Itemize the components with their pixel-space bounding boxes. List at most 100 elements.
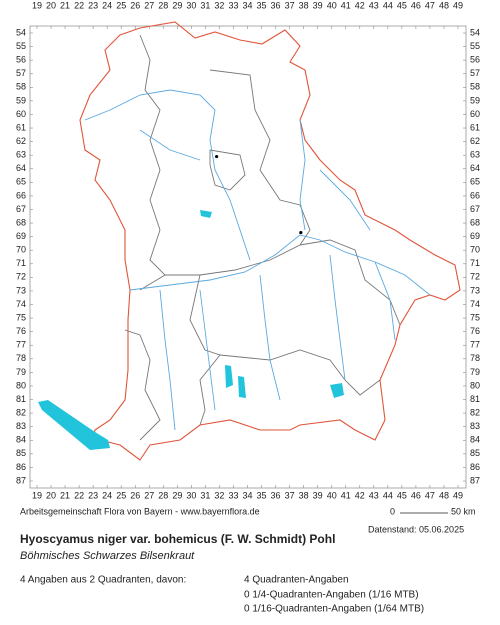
row-label: 70 <box>470 245 480 255</box>
row-label: 60 <box>470 109 480 119</box>
row-label: 64 <box>16 163 26 173</box>
row-label: 59 <box>16 95 26 105</box>
column-label: 34 <box>242 0 252 10</box>
column-label: 22 <box>74 490 84 500</box>
column-label: 31 <box>200 0 210 10</box>
row-label: 85 <box>16 448 26 458</box>
column-label: 43 <box>369 0 379 10</box>
rivers <box>84 89 431 431</box>
count: 0 1/16-Quadranten-Angaben (1/64 MTB) <box>244 604 424 615</box>
column-label: 46 <box>411 490 421 500</box>
row-label: 80 <box>470 380 480 390</box>
column-label: 24 <box>102 0 112 10</box>
row-label: 57 <box>470 68 480 78</box>
column-label: 23 <box>88 490 98 500</box>
row-label: 84 <box>16 435 26 445</box>
map-frame <box>29 25 467 489</box>
row-label: 65 <box>16 177 26 187</box>
occurrence-dot <box>299 230 303 235</box>
row-label: 76 <box>16 326 26 336</box>
district-boundaries <box>124 34 401 441</box>
column-label: 40 <box>327 490 337 500</box>
row-label: 72 <box>470 272 480 282</box>
column-label: 32 <box>214 0 224 10</box>
scale-end: 50 km <box>451 506 476 516</box>
count: 4 Quadranten-Angaben <box>244 575 349 586</box>
row-label: 68 <box>16 217 26 227</box>
column-label: 24 <box>102 490 112 500</box>
count: 0 1/4-Quadranten-Angaben (1/16 MTB) <box>244 590 419 601</box>
row-label: 67 <box>470 204 480 214</box>
column-label: 32 <box>214 490 224 500</box>
lakes <box>38 210 344 450</box>
row-label: 61 <box>470 122 480 132</box>
column-label: 29 <box>172 0 182 10</box>
column-label: 30 <box>186 0 196 10</box>
row-label: 66 <box>16 190 26 200</box>
row-label: 83 <box>16 421 26 431</box>
column-label: 21 <box>60 0 70 10</box>
column-label: 29 <box>172 490 182 500</box>
column-label: 34 <box>242 490 252 500</box>
row-label: 87 <box>16 475 26 485</box>
column-label: 41 <box>341 0 351 10</box>
row-label: 69 <box>470 231 480 241</box>
column-label: 27 <box>144 490 154 500</box>
row-label: 68 <box>470 217 480 227</box>
column-label: 45 <box>397 0 407 10</box>
column-label: 40 <box>327 0 337 10</box>
row-label: 81 <box>470 394 480 404</box>
scale-start: 0 <box>390 506 395 516</box>
subtitle: Böhmisches Schwarzes Bilsenkraut <box>20 550 195 562</box>
row-label: 67 <box>16 204 26 214</box>
column-label: 36 <box>271 0 281 10</box>
row-label: 72 <box>16 272 26 282</box>
column-label: 20 <box>46 490 56 500</box>
column-label: 27 <box>144 0 154 10</box>
column-label: 47 <box>425 0 435 10</box>
date: Datenstand: 05.06.2025 <box>368 524 464 534</box>
column-label: 20 <box>46 0 56 10</box>
row-label: 77 <box>470 340 480 350</box>
column-label: 42 <box>355 490 365 500</box>
column-label: 44 <box>383 0 393 10</box>
column-label: 49 <box>453 490 463 500</box>
row-label: 74 <box>470 299 480 309</box>
row-label: 86 <box>16 462 26 472</box>
row-label: 66 <box>470 190 480 200</box>
row-label: 71 <box>16 258 26 268</box>
column-label: 44 <box>383 490 393 500</box>
row-label: 58 <box>470 82 480 92</box>
column-label: 19 <box>32 0 42 10</box>
column-label: 23 <box>88 0 98 10</box>
row-label: 57 <box>16 68 26 78</box>
row-label: 79 <box>470 367 480 377</box>
column-label: 48 <box>439 490 449 500</box>
column-label: 38 <box>299 0 309 10</box>
row-label: 86 <box>470 462 480 472</box>
column-label: 41 <box>341 490 351 500</box>
column-label: 37 <box>285 0 295 10</box>
row-label: 70 <box>16 245 26 255</box>
column-label: 38 <box>299 490 309 500</box>
state-border <box>79 21 461 461</box>
row-label: 85 <box>470 448 480 458</box>
column-label: 25 <box>116 490 126 500</box>
column-label: 28 <box>158 490 168 500</box>
column-label: 47 <box>425 490 435 500</box>
credit: Arbeitsgemeinschaft Flora von Bayern - w… <box>20 506 260 516</box>
row-label: 71 <box>470 258 480 268</box>
row-label: 84 <box>470 435 480 445</box>
row-label: 78 <box>16 353 26 363</box>
row-label: 82 <box>16 407 26 417</box>
column-label: 35 <box>257 490 267 500</box>
row-label: 54 <box>16 27 26 37</box>
row-label: 87 <box>470 475 480 485</box>
row-label: 61 <box>16 122 26 132</box>
title: Hyoscyamus niger var. bohemicus (F. W. S… <box>20 532 335 546</box>
row-label: 63 <box>16 150 26 160</box>
row-label: 74 <box>16 299 26 309</box>
column-label: 43 <box>369 490 379 500</box>
